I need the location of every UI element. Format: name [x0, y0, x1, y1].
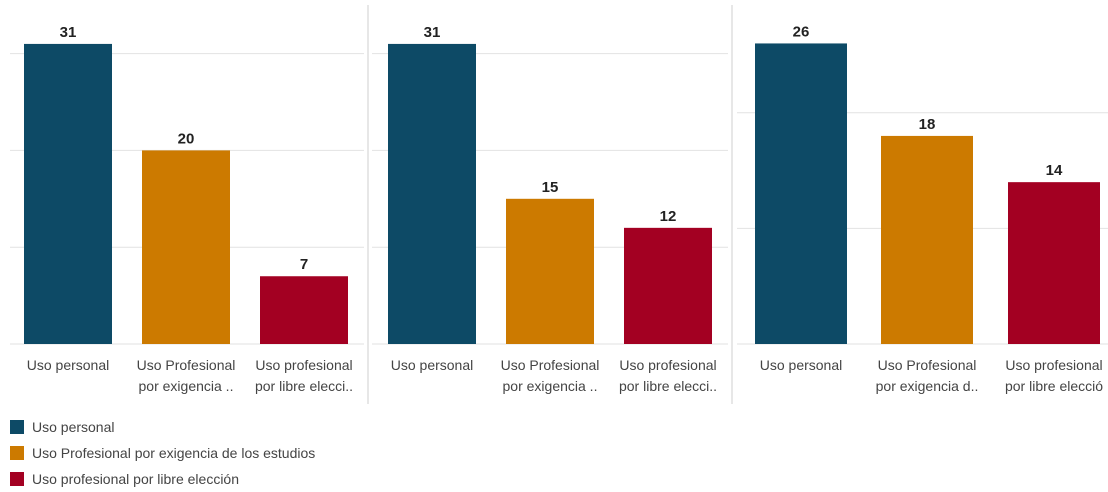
- category-label: por libre elecció: [1005, 378, 1103, 394]
- chart-panel-1: 31 Uso personal 20 Uso Profesional por exige…: [10, 24, 364, 394]
- legend-swatch-profesional-libre: [10, 472, 24, 486]
- bar[interactable]: [1008, 182, 1100, 344]
- legend-item-profesional-libre[interactable]: Uso profesional por libre elección: [10, 466, 315, 492]
- category-label: Uso Profesional: [878, 357, 977, 373]
- charts-area: 31 Uso personal 20 Uso Profesional por exige…: [10, 5, 1108, 404]
- category-label: por exigencia ..: [503, 378, 598, 394]
- legend: Uso personal Uso Profesional por exigenc…: [10, 414, 315, 492]
- category-label: por libre elecci..: [255, 378, 353, 394]
- category-label: por libre elecci..: [619, 378, 717, 394]
- category-label: Uso personal: [760, 357, 843, 373]
- legend-label: Uso personal: [32, 419, 115, 435]
- bar[interactable]: [260, 276, 348, 344]
- category-label: por exigencia ..: [139, 378, 234, 394]
- data-label: 7: [300, 256, 308, 273]
- legend-item-uso-personal[interactable]: Uso personal: [10, 414, 315, 440]
- data-label: 18: [919, 116, 936, 133]
- category-label: Uso personal: [27, 357, 110, 373]
- category-label: Uso profesional: [1005, 357, 1102, 373]
- bar[interactable]: [624, 227, 712, 344]
- chart-panel-3: 26 Uso personal 18 Uso Profesional por exige…: [737, 23, 1108, 394]
- legend-label: Uso Profesional por exigencia de los est…: [32, 445, 316, 461]
- data-label: 20: [178, 130, 195, 147]
- chart-panel-2: 31 Uso personal 15 Uso Profesional por exige…: [372, 24, 728, 394]
- data-label: 31: [424, 24, 441, 41]
- bar[interactable]: [24, 43, 112, 345]
- category-label: Uso profesional: [255, 357, 352, 373]
- bar[interactable]: [881, 135, 973, 344]
- legend-item-profesional-exigencia[interactable]: Uso Profesional por exigencia de los est…: [10, 440, 315, 466]
- data-label: 12: [660, 208, 677, 225]
- bar[interactable]: [506, 198, 594, 344]
- legend-swatch-uso-personal: [10, 420, 24, 434]
- category-label: Uso Profesional: [137, 357, 236, 373]
- legend-swatch-profesional-exigencia: [10, 446, 24, 460]
- data-label: 15: [542, 179, 559, 196]
- bar[interactable]: [142, 150, 230, 344]
- bar[interactable]: [388, 43, 476, 345]
- data-label: 31: [60, 24, 77, 41]
- legend-label: Uso profesional por libre elección: [32, 471, 239, 487]
- data-label: 14: [1046, 162, 1063, 179]
- category-label: Uso personal: [391, 357, 474, 373]
- bar[interactable]: [755, 43, 847, 344]
- category-label: Uso Profesional: [501, 357, 600, 373]
- category-label: Uso profesional: [619, 357, 716, 373]
- data-label: 26: [793, 23, 810, 40]
- category-label: por exigencia d..: [876, 378, 979, 394]
